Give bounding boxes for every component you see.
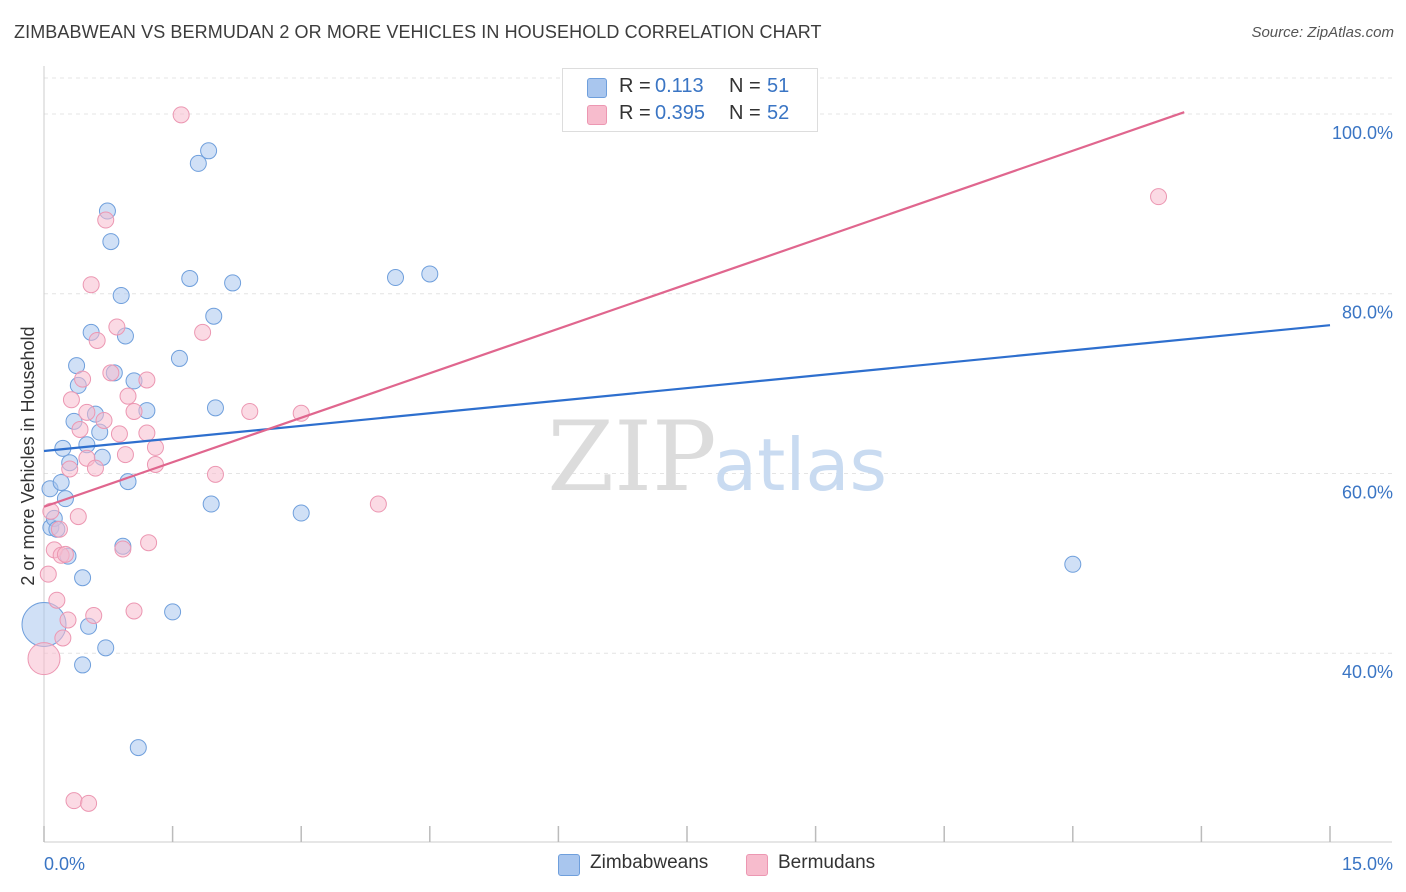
bermudan-point xyxy=(110,425,128,443)
legend-n-label: N = xyxy=(729,102,761,124)
zimbabwean-point xyxy=(102,233,120,251)
x-tick-label-min: 0.0% xyxy=(44,854,85,874)
bermudan-point xyxy=(61,460,79,478)
legend-swatch-bermudans xyxy=(746,854,768,876)
trend-line-zimbabweans xyxy=(43,324,1331,453)
chart-title: ZIMBABWEAN VS BERMUDAN 2 OR MORE VEHICLE… xyxy=(14,22,822,42)
bermudan-point xyxy=(71,420,89,438)
bermudan-point xyxy=(146,438,164,456)
bermudan-point xyxy=(102,364,120,382)
bermudan-point xyxy=(97,211,115,229)
bermudan-point xyxy=(54,629,72,647)
zimbabwean-point xyxy=(74,656,92,674)
legend-row-zimbabweans: R = 0.113 N = 51 xyxy=(563,74,817,100)
source-label: Source: ZipAtlas.com xyxy=(1251,24,1394,41)
bermudan-point xyxy=(241,402,259,420)
bermudan-point xyxy=(69,508,87,526)
bermudan-point xyxy=(119,387,137,405)
watermark-zip: ZIP xyxy=(547,401,716,513)
bermudan-point xyxy=(95,411,113,429)
legend-swatch-zimbabweans xyxy=(558,854,580,876)
legend-swatch-bermudans xyxy=(587,105,607,125)
bermudan-point xyxy=(48,591,66,609)
legend-label-bermudans: Bermudans xyxy=(778,852,876,873)
bermudan-point xyxy=(27,642,61,676)
zimbabwean-point xyxy=(52,473,70,491)
watermark: ZIP atlas xyxy=(547,401,887,513)
zimbabwean-point xyxy=(387,269,405,287)
y-tick-label: 60.0% xyxy=(1342,482,1393,502)
legend-swatch-zimbabweans xyxy=(587,78,607,98)
legend-row-bermudans: R = 0.395 N = 52 xyxy=(563,101,817,127)
bermudan-point xyxy=(65,792,83,810)
legend-r-value: 0.113 xyxy=(655,75,704,97)
bermudan-point xyxy=(85,606,103,624)
axes xyxy=(43,66,1392,843)
legend-r-value: 0.395 xyxy=(655,102,706,124)
bermudan-point xyxy=(62,391,80,409)
zimbabwean-point xyxy=(170,349,188,367)
bermudan-point xyxy=(125,402,143,420)
legend-n-label: N = xyxy=(729,75,761,97)
series-legend: Zimbabweans Bermudans xyxy=(0,852,1406,878)
zimbabwean-point xyxy=(129,739,147,757)
bermudan-point xyxy=(172,106,190,124)
legend-label-zimbabweans: Zimbabweans xyxy=(590,852,709,873)
bermudan-point xyxy=(74,370,92,388)
bermudan-point xyxy=(86,459,104,477)
zimbabwean-point xyxy=(292,504,310,522)
bermudan-point xyxy=(194,323,212,341)
zimbabwean-point xyxy=(112,287,130,305)
zimbabwean-point xyxy=(202,495,220,513)
bermudan-point xyxy=(78,403,96,421)
trend-lines xyxy=(43,111,1331,508)
zimbabwean-point xyxy=(1064,555,1082,573)
zimbabwean-point xyxy=(181,269,199,287)
zimbabwean-point xyxy=(200,142,218,160)
legend-n-value: 51 xyxy=(767,75,790,97)
bermudan-point xyxy=(114,540,132,558)
bermudan-point xyxy=(138,424,156,442)
bermudan-point xyxy=(80,794,98,812)
bermudan-point xyxy=(125,602,143,620)
bermudan-point xyxy=(108,318,126,336)
y-axis-label: 2 or more Vehicles in Household xyxy=(18,326,38,585)
bermudan-point xyxy=(138,371,156,389)
bermudan-point xyxy=(88,331,106,349)
zimbabwean-point xyxy=(224,274,242,292)
bermudan-point xyxy=(116,446,134,464)
zimbabwean-point xyxy=(164,603,182,621)
bermudan-point xyxy=(1150,188,1168,206)
bermudan-point xyxy=(140,534,158,552)
y-tick-label: 80.0% xyxy=(1342,303,1393,323)
stats-legend: R = 0.113 N = 51 R = 0.395 N = 52 xyxy=(562,68,818,132)
bermudan-point xyxy=(39,565,57,583)
zimbabwean-point xyxy=(74,569,92,587)
bermudan-point xyxy=(50,520,68,538)
legend-n-value: 52 xyxy=(767,102,790,124)
zimbabwean-point xyxy=(421,265,439,283)
legend-r-label: R = xyxy=(619,102,651,124)
y-tick-label: 40.0% xyxy=(1342,662,1393,682)
watermark-atlas: atlas xyxy=(713,423,887,507)
zimbabwean-point xyxy=(205,307,223,325)
zimbabwean-point xyxy=(97,639,115,657)
bermudan-point xyxy=(369,495,387,513)
tick-labels: 40.0% 60.0% 80.0% 100.0% 0.0% 15.0% xyxy=(44,123,1393,874)
zimbabwean-point xyxy=(189,154,207,172)
trend-line-bermudans xyxy=(43,111,1185,508)
x-tick-label-max: 15.0% xyxy=(1342,854,1393,874)
bermudan-point xyxy=(56,545,74,563)
bermudan-point xyxy=(59,611,77,629)
bermudan-point xyxy=(82,276,100,294)
legend-r-label: R = xyxy=(619,75,651,97)
zimbabwean-point xyxy=(206,399,224,417)
y-tick-label: 100.0% xyxy=(1332,123,1393,143)
bermudan-point xyxy=(206,465,224,483)
series-bermudans-points xyxy=(27,106,1168,812)
grid-lines xyxy=(44,77,1392,654)
